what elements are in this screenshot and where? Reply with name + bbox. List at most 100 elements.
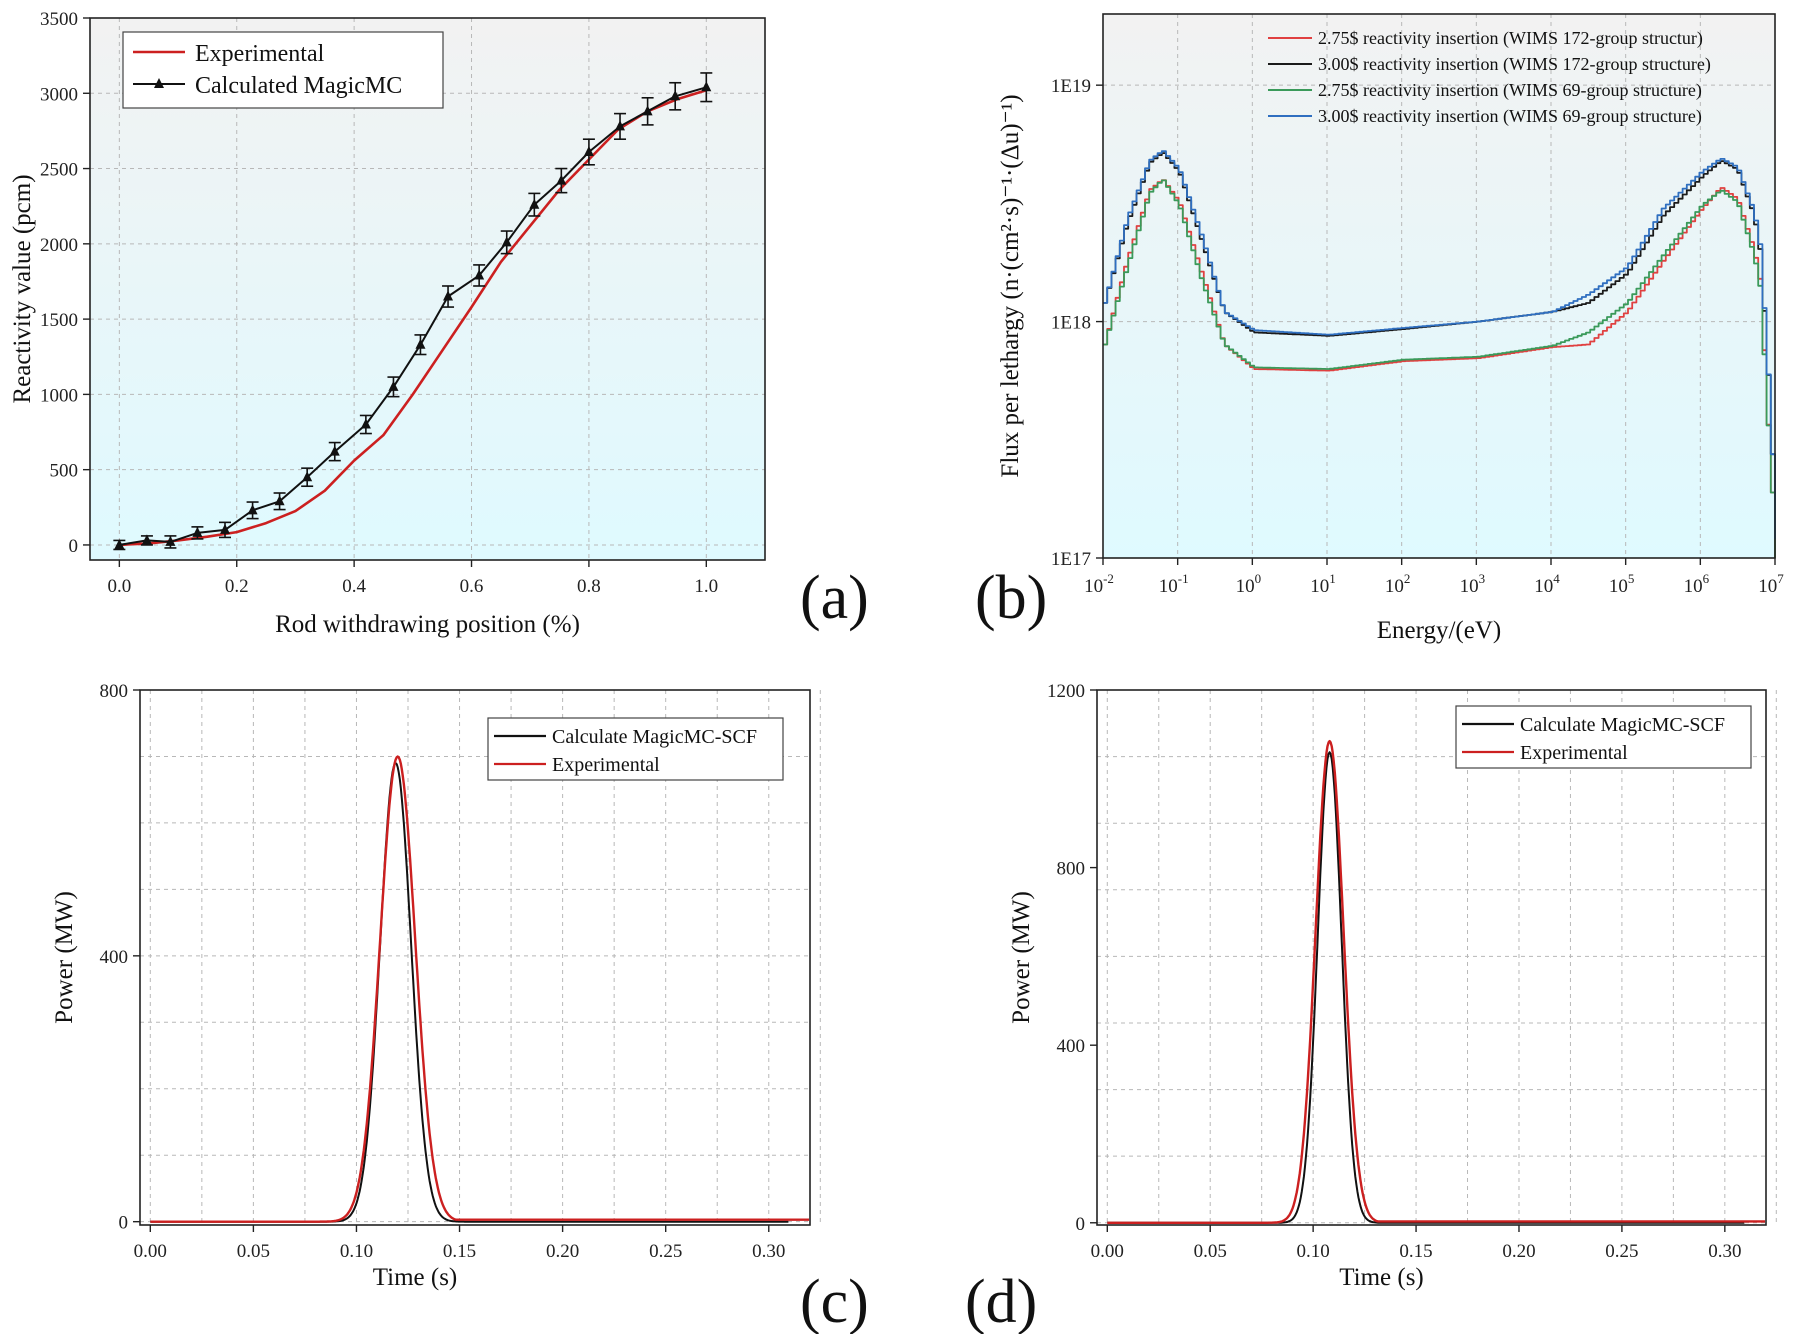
legend-box xyxy=(122,31,444,109)
y-tick-label: 1E17 xyxy=(1051,549,1091,570)
series-line-calculated xyxy=(119,86,707,546)
data-point-marker xyxy=(415,338,426,349)
y-tick-label: 3500 xyxy=(40,9,78,30)
series-line-3 xyxy=(1103,150,1776,540)
legend: Calculate MagicMC-SCF Experimental xyxy=(487,717,784,781)
plot-background xyxy=(1103,14,1775,558)
data-point-marker xyxy=(529,198,540,209)
panel-c: 0.00 0.05 0.10 0.15 0.20 0.25 0.30 0 400 800 Calcu… xyxy=(51,681,869,1334)
data-point-marker xyxy=(165,535,176,546)
y-axis-label: Power (MW) xyxy=(51,891,78,1024)
data-point-marker xyxy=(701,81,712,92)
panel-label: (a) xyxy=(800,564,869,632)
x-tick-label: 0.10 xyxy=(340,1241,373,1262)
x-tick-label: 1.0 xyxy=(694,576,718,597)
legend-label: Experimental xyxy=(195,41,325,67)
x-tick-label: 0.30 xyxy=(752,1241,785,1262)
data-point-marker xyxy=(642,105,653,116)
x-tick-label: 101 xyxy=(1310,571,1336,597)
data-point-marker xyxy=(474,269,485,280)
legend-marker xyxy=(154,78,164,88)
x-tick-label: 0.25 xyxy=(1605,1241,1638,1262)
data-point-marker xyxy=(388,380,399,391)
legend-label: 3.00$ reactivity insertion (WIMS 69-grou… xyxy=(1318,106,1702,127)
data-point-marker xyxy=(329,445,340,456)
series-line-1 xyxy=(150,755,810,1223)
legend-label: Calculated MagicMC xyxy=(195,73,402,99)
panel-label: (c) xyxy=(800,1268,869,1334)
y-tick-label: 1000 xyxy=(40,385,78,406)
x-tick-label: 10-2 xyxy=(1084,571,1114,597)
y-tick-label: 800 xyxy=(100,681,129,702)
legend-label: 2.75$ reactivity insertion (WIMS 69-grou… xyxy=(1318,80,1702,101)
data-point-marker xyxy=(247,504,258,515)
x-tick-label: 0.15 xyxy=(1399,1241,1432,1262)
x-axis-label: Energy/(eV) xyxy=(1377,617,1502,644)
x-tick-label: 0.30 xyxy=(1708,1241,1741,1262)
data-point-marker xyxy=(501,236,512,247)
x-tick-label: 0.25 xyxy=(649,1241,682,1262)
x-tick-label: 102 xyxy=(1385,571,1411,597)
plot-background xyxy=(1097,690,1766,1225)
y-axis-label: Reactivity value (pcm) xyxy=(9,174,36,403)
x-tick-label: 0.0 xyxy=(107,576,131,597)
x-tick-label: 0.05 xyxy=(237,1241,270,1262)
x-tick-label: 0.6 xyxy=(460,576,484,597)
y-tick-label: 400 xyxy=(100,947,129,968)
series-line-1 xyxy=(1107,739,1766,1225)
x-tick-label: 0.05 xyxy=(1194,1241,1227,1262)
legend-box xyxy=(487,717,784,781)
data-point-marker xyxy=(192,526,203,537)
plot-frame xyxy=(1096,689,1767,1226)
y-tick-label: 1200 xyxy=(1047,681,1085,702)
data-point-marker xyxy=(443,290,454,301)
x-tick-label: 106 xyxy=(1684,571,1710,597)
y-tick-label: 0 xyxy=(69,536,79,557)
plot-frame xyxy=(139,689,811,1226)
x-axis-label: Time (s) xyxy=(1339,1264,1424,1291)
x-tick-label: 0.20 xyxy=(546,1241,579,1262)
x-tick-label: 107 xyxy=(1758,571,1784,597)
panel-a: 0.0 0.2 0.4 0.6 0.8 1.0 0 500 1000 1500 2000 2500 30… xyxy=(9,9,869,638)
data-point-marker xyxy=(583,145,594,156)
data-point-marker xyxy=(670,90,681,101)
panel-b: 10-2 10-1 100 101 102 103 104 105 106 107 1E17 1E18… xyxy=(975,13,1784,644)
y-tick-label: 500 xyxy=(50,461,79,482)
x-tick-label: 105 xyxy=(1609,571,1635,597)
x-tick-label: 0.15 xyxy=(443,1241,476,1262)
panel-label: (b) xyxy=(975,564,1047,632)
y-tick-label: 3000 xyxy=(40,84,78,105)
legend: Calculate MagicMC-SCF Experimental xyxy=(1455,705,1752,769)
x-tick-label: 0.00 xyxy=(1091,1241,1124,1262)
x-tick-label: 10-1 xyxy=(1159,571,1189,597)
x-tick-label: 0.00 xyxy=(134,1241,167,1262)
legend-label: 3.00$ reactivity insertion (WIMS 172-gro… xyxy=(1318,54,1711,75)
y-axis-label: Flux per lethargy (n·(cm²·s)⁻¹·(Δu)⁻¹) xyxy=(997,94,1024,477)
y-tick-label: 800 xyxy=(1057,859,1086,880)
data-point-marker xyxy=(615,120,626,131)
x-tick-label: 0.10 xyxy=(1297,1241,1330,1262)
y-tick-label: 2500 xyxy=(40,160,78,181)
data-point-marker xyxy=(556,174,567,185)
plot-frame xyxy=(89,17,766,561)
series-line-experimental xyxy=(119,89,707,547)
legend: Experimental Calculated MagicMC xyxy=(122,31,444,109)
data-point-marker xyxy=(360,418,371,429)
y-tick-label: 0 xyxy=(119,1213,129,1234)
series-line-0 xyxy=(1103,179,1776,558)
y-tick-label: 0 xyxy=(1076,1214,1086,1235)
x-tick-label: 0.2 xyxy=(225,576,249,597)
legend-label: Calculate MagicMC-SCF xyxy=(552,726,757,748)
legend-box xyxy=(1455,705,1752,769)
x-tick-label: 100 xyxy=(1236,571,1262,597)
y-tick-label: 1500 xyxy=(40,310,78,331)
legend-label: 2.75$ reactivity insertion (WIMS 172-gro… xyxy=(1318,28,1703,49)
data-point-marker xyxy=(274,495,285,506)
data-point-marker xyxy=(220,523,230,534)
x-tick-label: 103 xyxy=(1460,571,1486,597)
legend: 2.75$ reactivity insertion (WIMS 172-gro… xyxy=(1268,28,1711,127)
data-point-marker xyxy=(141,534,152,545)
x-tick-label: 0.20 xyxy=(1502,1241,1535,1262)
x-tick-label: 0.4 xyxy=(342,576,366,597)
